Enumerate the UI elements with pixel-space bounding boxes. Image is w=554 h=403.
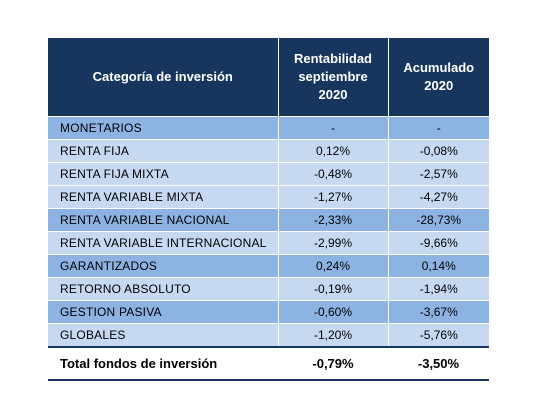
header-row: Categoría de inversión Rentabilidad sept… [48,38,489,117]
total-row: Total fondos de inversión -0,79% -3,50% [48,346,489,381]
table-row: GESTION PASIVA -0,60% -3,67% [48,300,489,324]
row-acumulado: 0,14% [387,254,489,278]
header-acumulado: Acumulado 2020 [387,38,489,117]
row-category: GESTION PASIVA [48,300,278,324]
table-row: GLOBALES -1,20% -5,76% [48,323,489,347]
row-acumulado: -2,57% [387,162,489,186]
row-category: RENTA VARIABLE INTERNACIONAL [48,231,278,255]
table-body: MONETARIOS - - RENTA FIJA 0,12% -0,08% R… [48,116,489,381]
row-category: GLOBALES [48,323,278,347]
table-row: RENTA VARIABLE INTERNACIONAL -2,99% -9,6… [48,231,489,255]
row-rentabilidad: -2,33% [277,208,388,232]
row-acumulado: -1,94% [387,277,489,301]
header-category: Categoría de inversión [48,38,278,117]
row-category: GARANTIZADOS [48,254,278,278]
table-row: MONETARIOS - - [48,116,489,140]
row-category: RENTA FIJA [48,139,278,163]
total-rentabilidad: -0,79% [278,346,388,381]
row-rentabilidad: 0,12% [277,139,388,163]
row-category: MONETARIOS [48,116,278,140]
row-acumulado: -3,67% [387,300,489,324]
header-rentabilidad-line1: Rentabilidad [293,51,372,66]
header-acumulado-line2: 2020 [424,78,454,93]
row-rentabilidad: -0,19% [277,277,388,301]
row-acumulado: -28,73% [387,208,489,232]
total-category: Total fondos de inversión [48,346,278,381]
header-rentabilidad-line2: septiembre [298,69,368,84]
header-rentabilidad-line3: 2020 [318,87,348,102]
row-rentabilidad: - [277,116,388,140]
row-rentabilidad: -1,27% [277,185,388,209]
row-category: RENTA VARIABLE MIXTA [48,185,278,209]
row-rentabilidad: -1,20% [277,323,388,347]
row-rentabilidad: -0,60% [277,300,388,324]
table-row: RETORNO ABSOLUTO -0,19% -1,94% [48,277,489,301]
fund-returns-table: Categoría de inversión Rentabilidad sept… [48,38,489,381]
table-row: RENTA VARIABLE MIXTA -1,27% -4,27% [48,185,489,209]
header-acumulado-line1: Acumulado [403,60,475,75]
header-category-label: Categoría de inversión [92,69,233,84]
row-acumulado: -9,66% [387,231,489,255]
row-category: RETORNO ABSOLUTO [48,277,278,301]
row-rentabilidad: -2,99% [277,231,388,255]
header-rentabilidad: Rentabilidad septiembre 2020 [277,38,388,117]
row-category: RENTA FIJA MIXTA [48,162,278,186]
table-row: RENTA VARIABLE NACIONAL -2,33% -28,73% [48,208,489,232]
returns-table-container: Categoría de inversión Rentabilidad sept… [48,38,489,381]
total-acumulado: -3,50% [388,346,489,381]
table-header: Categoría de inversión Rentabilidad sept… [48,38,489,117]
row-acumulado: -5,76% [387,323,489,347]
row-rentabilidad: 0,24% [277,254,388,278]
row-acumulado: -4,27% [387,185,489,209]
row-category: RENTA VARIABLE NACIONAL [48,208,278,232]
row-rentabilidad: -0,48% [277,162,388,186]
row-acumulado: -0,08% [387,139,489,163]
table-row: GARANTIZADOS 0,24% 0,14% [48,254,489,278]
table-row: RENTA FIJA MIXTA -0,48% -2,57% [48,162,489,186]
row-acumulado: - [387,116,489,140]
table-row: RENTA FIJA 0,12% -0,08% [48,139,489,163]
